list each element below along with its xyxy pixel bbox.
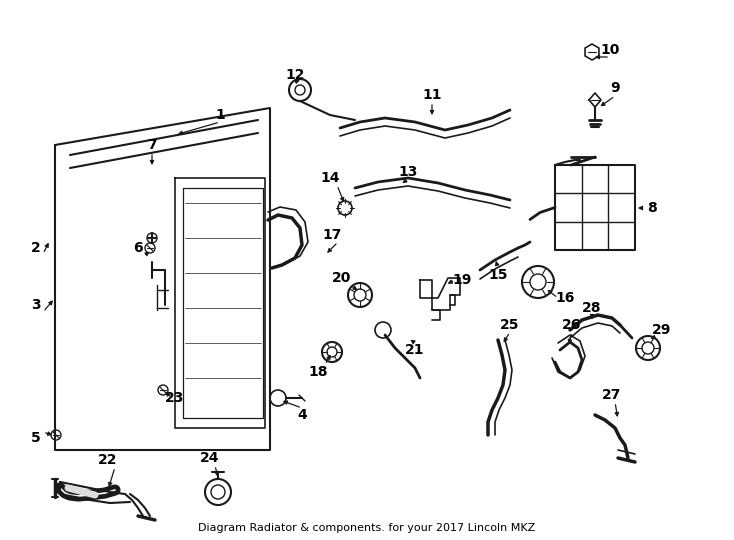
Text: 4: 4 xyxy=(297,408,307,422)
Text: 22: 22 xyxy=(98,453,117,467)
Text: 14: 14 xyxy=(320,171,340,185)
Text: 10: 10 xyxy=(600,43,619,57)
Text: 8: 8 xyxy=(647,201,657,215)
Text: 23: 23 xyxy=(165,391,185,405)
Text: 16: 16 xyxy=(556,291,575,305)
Text: 3: 3 xyxy=(31,298,41,312)
Text: 25: 25 xyxy=(501,318,520,332)
Text: 29: 29 xyxy=(653,323,672,337)
Text: 7: 7 xyxy=(148,138,157,152)
Text: 17: 17 xyxy=(322,228,342,242)
Text: 20: 20 xyxy=(333,271,352,285)
Text: 12: 12 xyxy=(286,68,305,82)
Text: 9: 9 xyxy=(610,81,619,95)
Text: 6: 6 xyxy=(133,241,143,255)
Text: 2: 2 xyxy=(31,241,41,255)
Text: 18: 18 xyxy=(308,365,328,379)
Text: 21: 21 xyxy=(405,343,425,357)
Text: 28: 28 xyxy=(582,301,602,315)
Text: 27: 27 xyxy=(603,388,622,402)
Text: 24: 24 xyxy=(200,451,219,465)
Text: 15: 15 xyxy=(488,268,508,282)
Text: 11: 11 xyxy=(422,88,442,102)
Text: 19: 19 xyxy=(452,273,472,287)
Text: 13: 13 xyxy=(399,165,418,179)
Text: 1: 1 xyxy=(215,108,225,122)
Text: 5: 5 xyxy=(31,431,41,445)
Text: Diagram Radiator & components. for your 2017 Lincoln MKZ: Diagram Radiator & components. for your … xyxy=(198,523,536,533)
Text: 26: 26 xyxy=(562,318,581,332)
